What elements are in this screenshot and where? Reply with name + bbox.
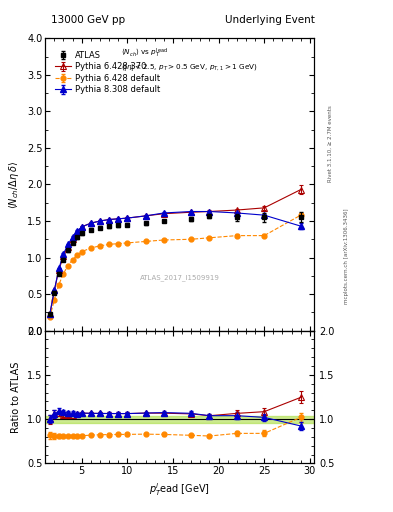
Text: 13000 GeV pp: 13000 GeV pp <box>51 14 125 25</box>
Y-axis label: Ratio to ATLAS: Ratio to ATLAS <box>11 361 22 433</box>
Text: ATLAS_2017_I1509919: ATLAS_2017_I1509919 <box>140 274 220 282</box>
X-axis label: $p_T^l\mathrm{ead}$ [GeV]: $p_T^l\mathrm{ead}$ [GeV] <box>149 482 210 499</box>
Text: mcplots.cern.ch [arXiv:1306.3436]: mcplots.cern.ch [arXiv:1306.3436] <box>344 208 349 304</box>
Text: $\langle N_{ch}\rangle$ vs $p_T^{\mathrm{lead}}$
$(|\eta|<2.5,\,p_T>0.5$ GeV$,\,: $\langle N_{ch}\rangle$ vs $p_T^{\mathrm… <box>121 47 257 73</box>
Text: Rivet 3.1.10, ≥ 2.7M events: Rivet 3.1.10, ≥ 2.7M events <box>328 105 333 182</box>
Bar <box>45 416 314 422</box>
Legend: ATLAS, Pythia 6.428 370, Pythia 6.428 default, Pythia 8.308 default: ATLAS, Pythia 6.428 370, Pythia 6.428 de… <box>52 49 162 97</box>
Text: Underlying Event: Underlying Event <box>224 14 314 25</box>
Y-axis label: $\langle N_{ch} / \Delta\eta\,\delta\rangle$: $\langle N_{ch} / \Delta\eta\,\delta\ran… <box>7 160 21 208</box>
